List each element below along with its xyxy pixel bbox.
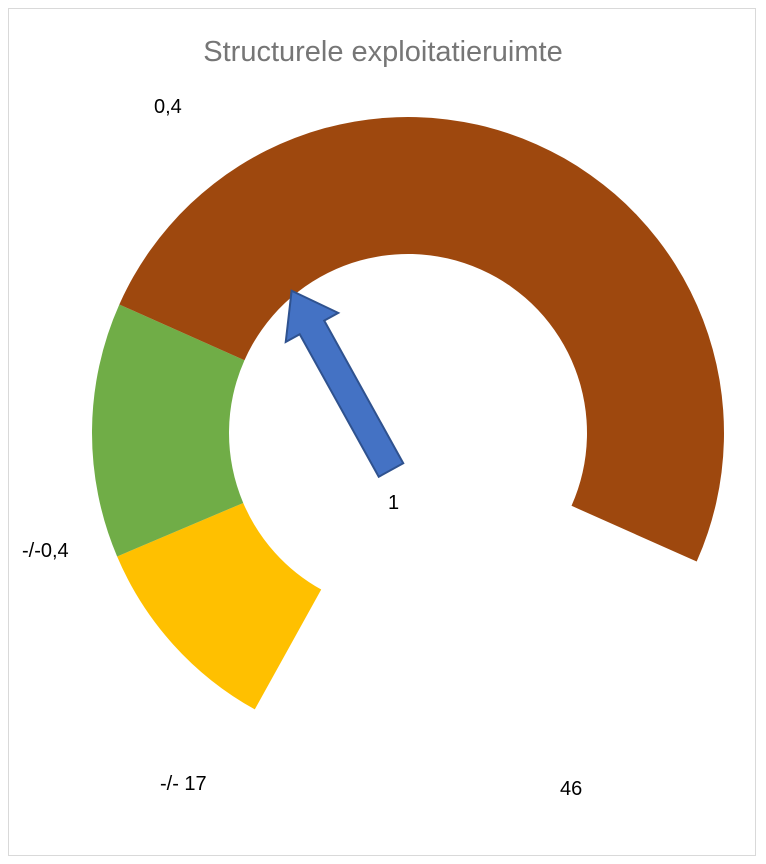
tick-label-minus-0-4: -/-0,4 xyxy=(22,540,69,562)
tick-label-0-4: 0,4 xyxy=(154,96,182,118)
value-label: 1 xyxy=(388,492,400,514)
tick-label-minus-17: -/- 17 xyxy=(160,773,207,795)
segment-mid xyxy=(91,304,245,557)
segment-high xyxy=(119,117,724,562)
segment-low xyxy=(117,502,322,710)
needle-arrow xyxy=(284,289,405,479)
tick-label-46: 46 xyxy=(560,778,583,800)
chart-title: Structurele exploitatieruimte xyxy=(203,36,563,68)
chart-frame xyxy=(8,8,756,856)
